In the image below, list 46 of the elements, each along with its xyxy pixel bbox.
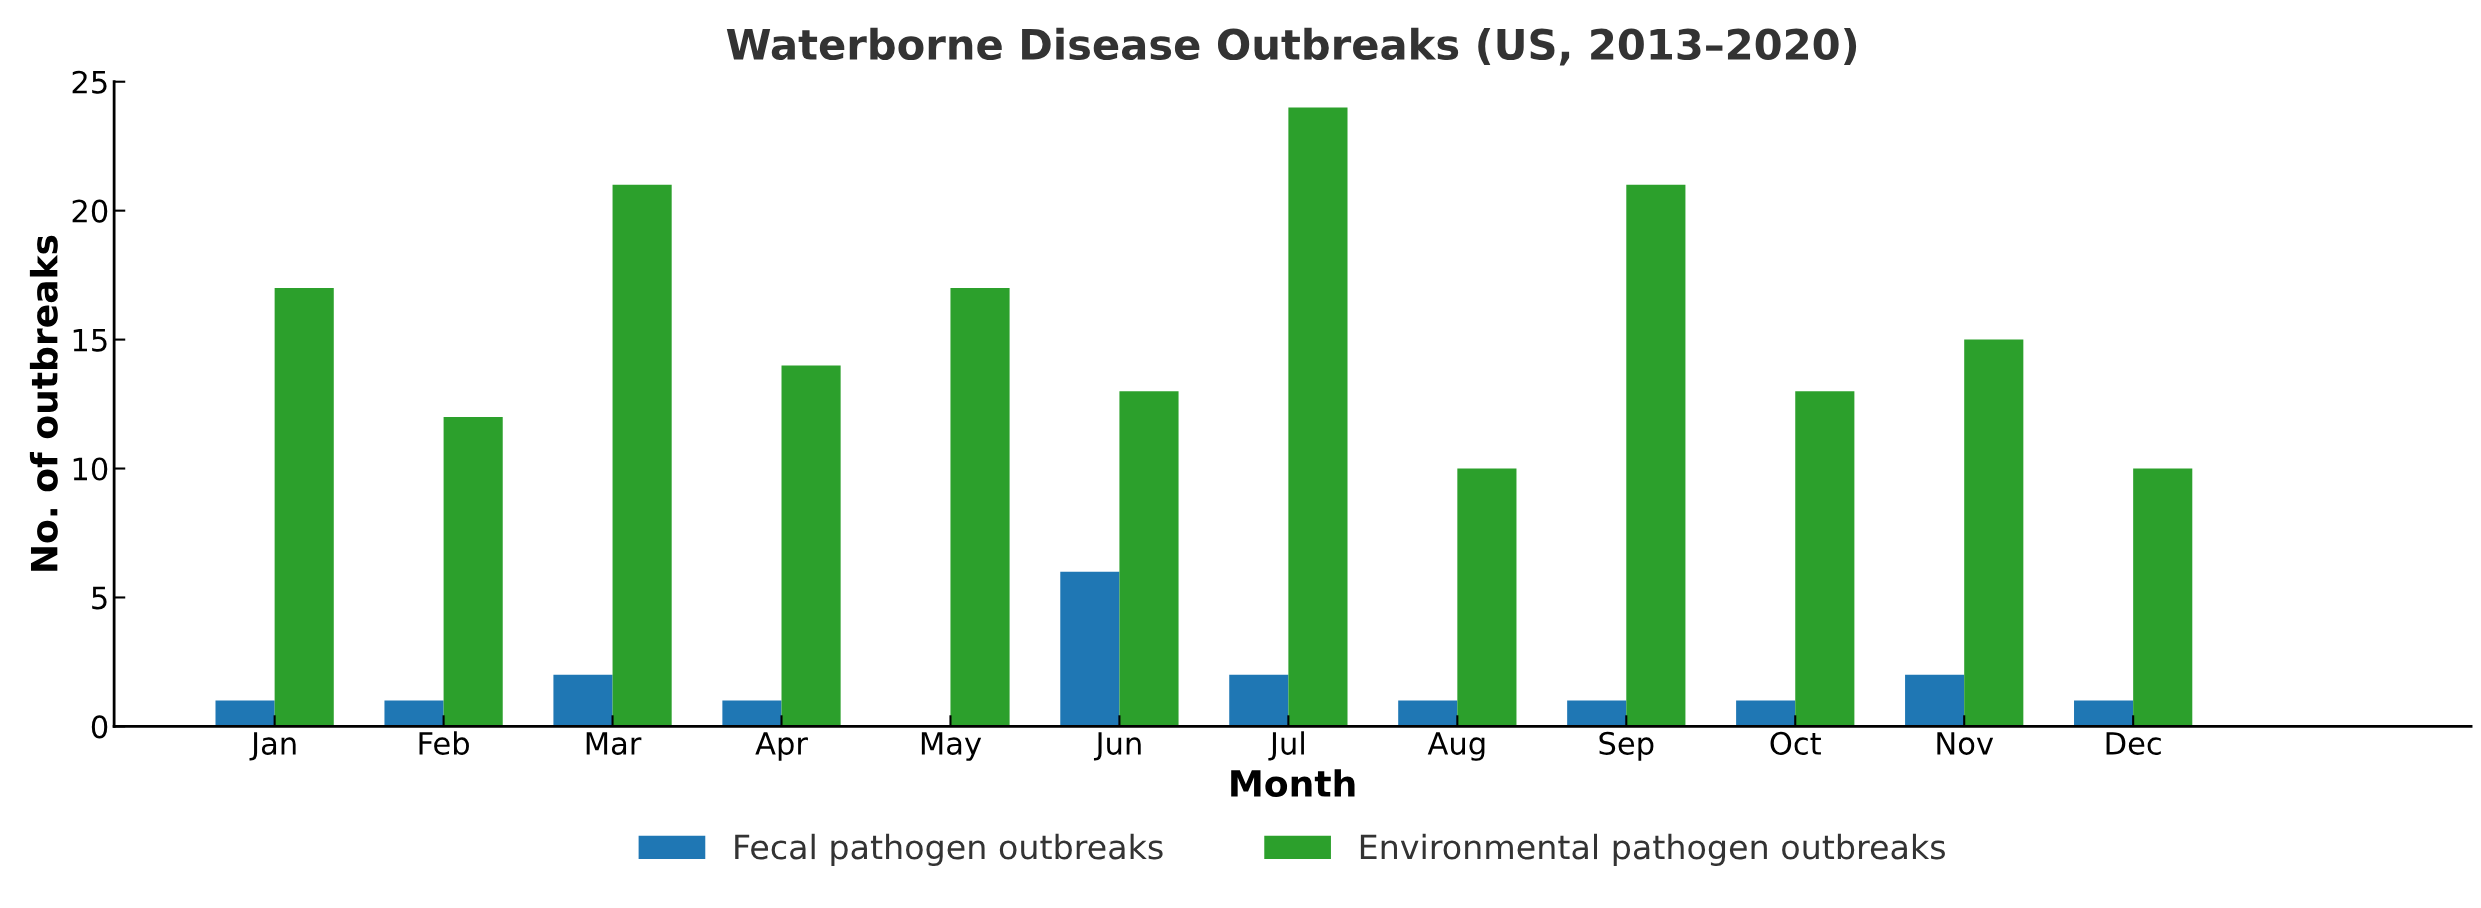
y-tick-label: 5 xyxy=(92,586,107,610)
y-tick-label: 10 xyxy=(73,457,108,481)
bar xyxy=(1567,700,1627,727)
bar xyxy=(1905,674,1965,727)
x-tick-label: Mar xyxy=(586,732,642,755)
bar xyxy=(722,700,782,727)
bar xyxy=(1119,391,1179,727)
x-tick-label: Sep xyxy=(1599,731,1654,761)
x-tick-label: Jun xyxy=(1093,732,1141,761)
bar xyxy=(1626,184,1686,727)
bar xyxy=(1457,468,1517,727)
bar xyxy=(443,416,503,727)
y-tick-label: 0 xyxy=(91,715,108,739)
bar xyxy=(950,288,1010,727)
x-tick-label: Jan xyxy=(249,732,296,761)
bar xyxy=(781,365,841,727)
bar xyxy=(1795,391,1855,727)
bar xyxy=(1964,339,2024,727)
x-tick-label: Feb xyxy=(419,731,469,755)
legend-label: Fecal pathogen outbreaks xyxy=(735,833,1163,867)
bar xyxy=(384,700,444,727)
bar xyxy=(1398,700,1458,727)
bar xyxy=(1288,107,1348,727)
x-tick-label: Jul xyxy=(1268,731,1304,761)
y-tick-label: 20 xyxy=(72,199,108,223)
y-axis-title: No. of outbreaks xyxy=(29,235,58,571)
chart-title: Waterborne Disease Outbreaks (US, 2013–2020) xyxy=(726,27,1857,66)
bar xyxy=(612,184,672,727)
x-tick-label: Nov xyxy=(1937,732,1994,755)
x-tick-label: Oct xyxy=(1770,731,1821,755)
bar xyxy=(553,674,613,727)
bar xyxy=(1736,700,1796,727)
bar xyxy=(215,700,275,727)
y-tick-label: 25 xyxy=(72,70,107,94)
bar xyxy=(1229,674,1289,727)
x-tick-label: Dec xyxy=(2106,732,2161,755)
x-tick-label: Apr xyxy=(755,732,808,761)
y-tick-label: 15 xyxy=(73,328,107,352)
legend-label: Environmental pathogen outbreaks xyxy=(1360,833,1945,867)
bar xyxy=(1060,571,1120,727)
x-axis-title: Month xyxy=(1231,769,1355,798)
x-tick-label: May xyxy=(921,732,982,761)
bar xyxy=(274,288,334,727)
bar xyxy=(2133,468,2193,727)
x-tick-label: Aug xyxy=(1427,732,1485,761)
bar xyxy=(2074,700,2134,727)
